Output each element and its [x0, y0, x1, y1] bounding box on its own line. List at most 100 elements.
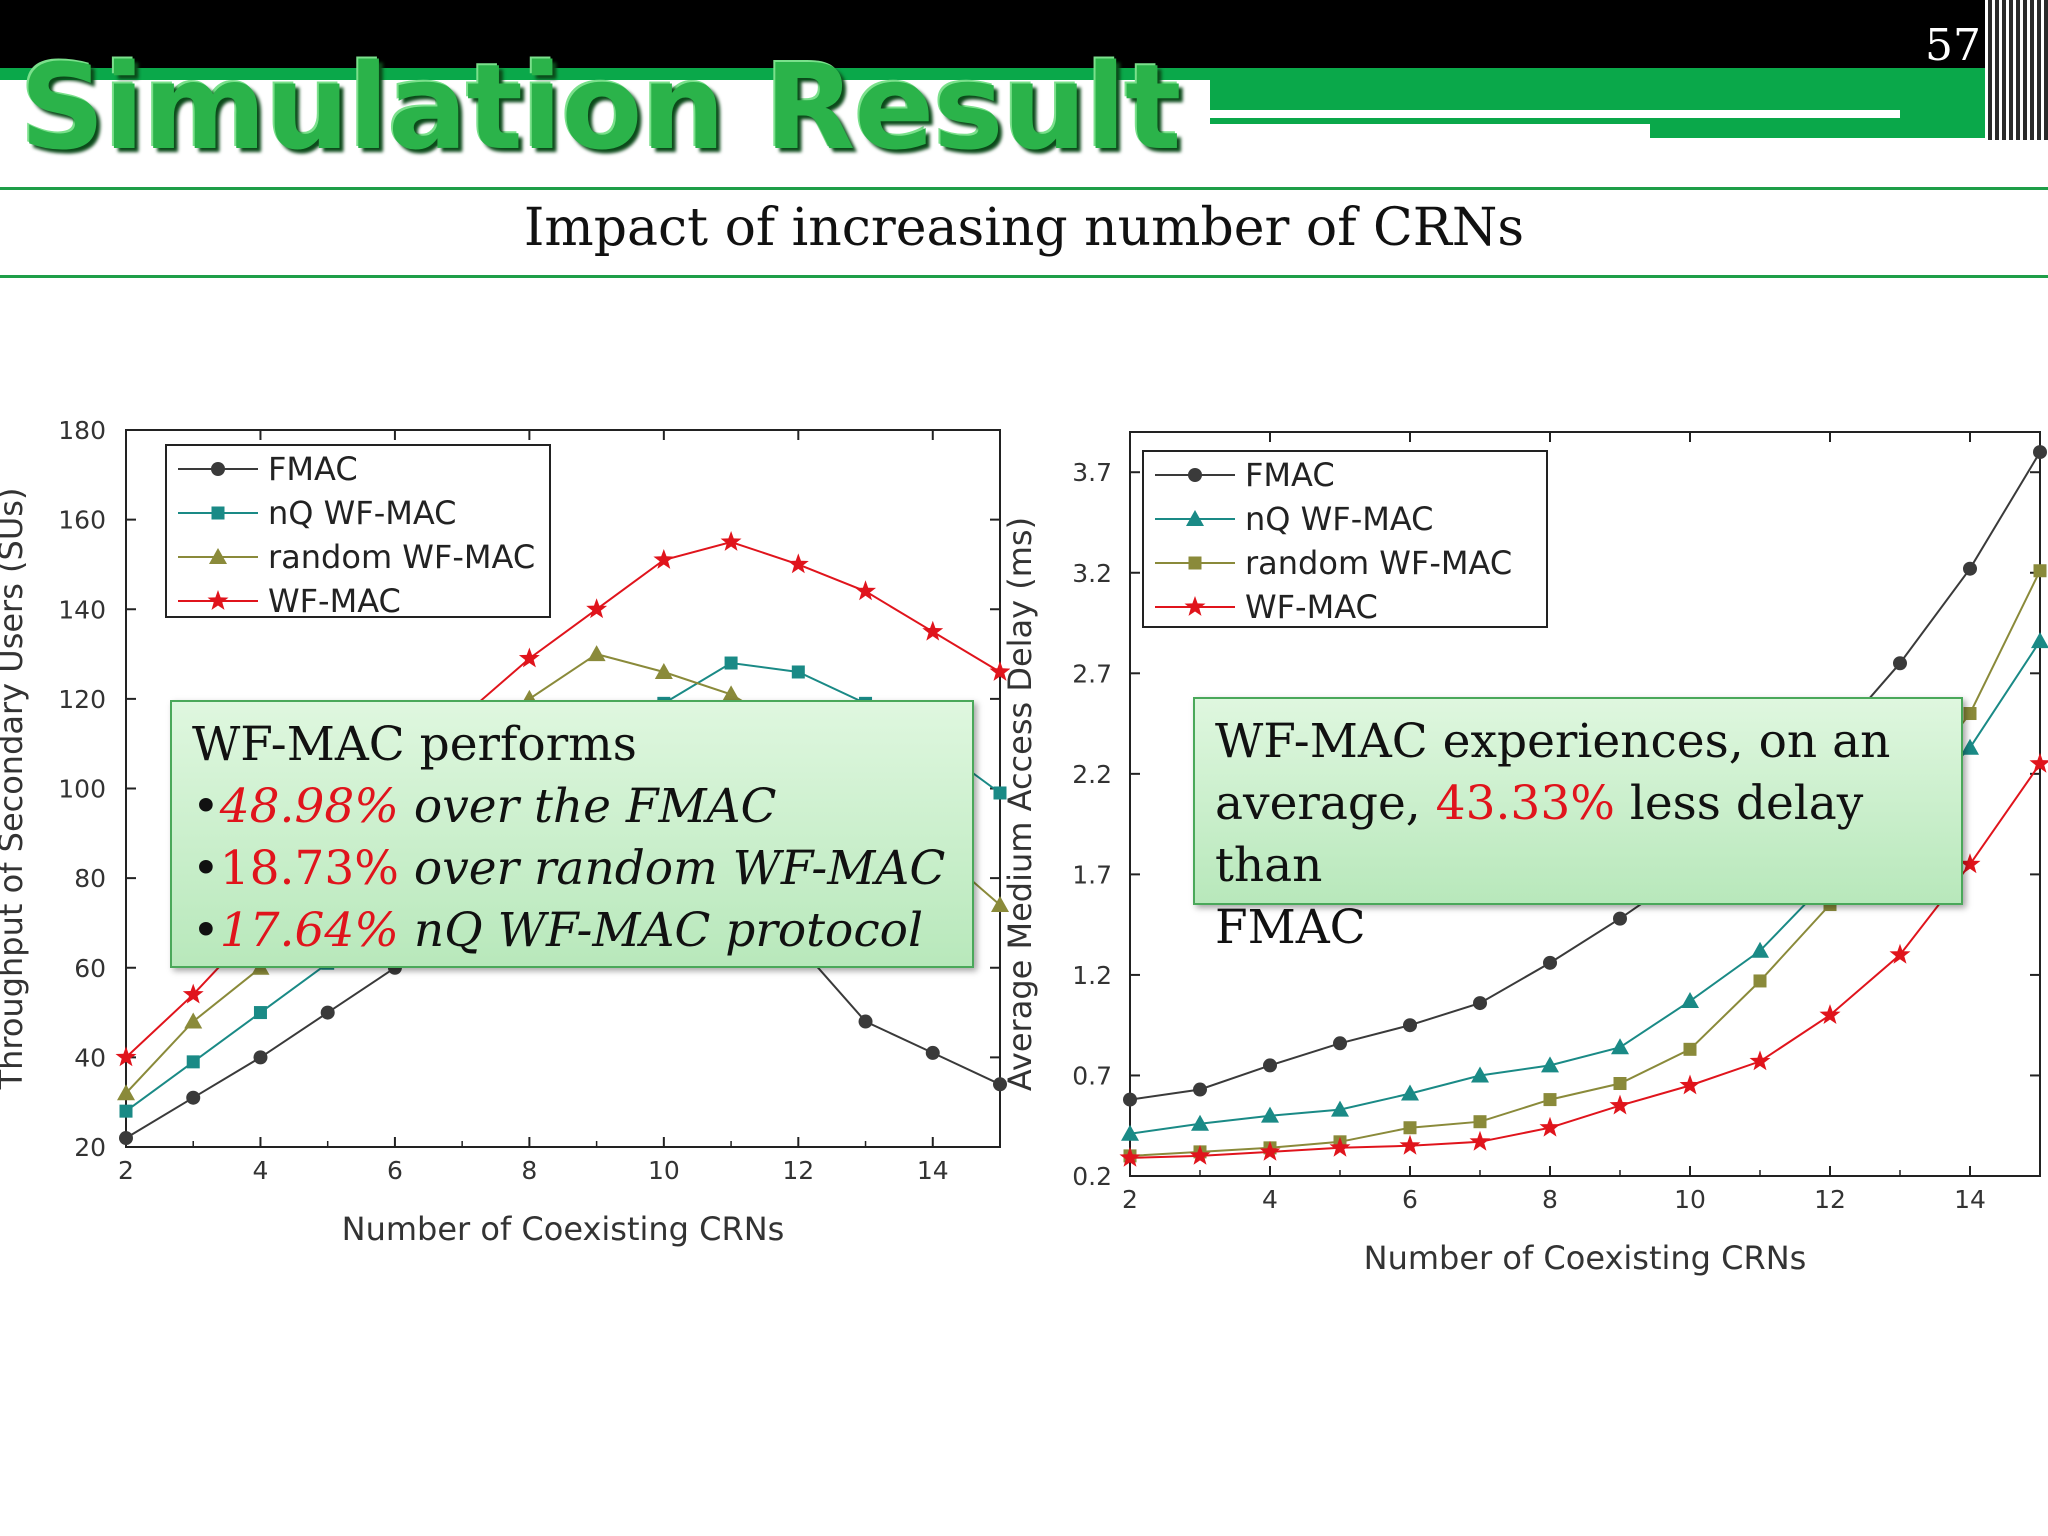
legend-marker [1184, 596, 1206, 616]
series-line [1129, 451, 2041, 1101]
data-point [1123, 1092, 1137, 1107]
callout-text: less delay than [1215, 776, 1864, 893]
data-point [1613, 1077, 1627, 1091]
data-point [186, 1055, 200, 1069]
data-point [653, 549, 675, 569]
data-point [1333, 1036, 1347, 1051]
data-point [1543, 1093, 1557, 1107]
y-tick-label: 60 [74, 954, 106, 983]
legend-label: FMAC [268, 450, 358, 488]
data-point [587, 645, 606, 662]
x-tick-label: 8 [1542, 1185, 1558, 1214]
callout-value: 48.98% [219, 779, 399, 834]
data-point [925, 1045, 940, 1060]
data-point [2033, 564, 2047, 578]
data-point [1399, 1134, 1421, 1155]
y-tick-label: 80 [74, 864, 106, 893]
x-tick-label: 10 [1674, 1185, 1706, 1214]
callout-text: nQ WF-MAC protocol [398, 903, 923, 958]
data-point [1119, 1146, 1141, 1167]
subtitle-rule-bottom [0, 275, 2048, 278]
legend-marker [1188, 556, 1202, 570]
header-white-line-short [1210, 124, 1650, 138]
data-point [1749, 1050, 1771, 1071]
throughput-chart: 2 4 6 8 10 12 14 20 40 60 80 100 120 140 160 180 Number … [0, 416, 1010, 1248]
bullet: • [192, 903, 220, 958]
slide-number: 57 [1925, 20, 1981, 71]
data-point [1471, 1066, 1489, 1083]
callout-item: •18.73% over random WF-MAC [192, 838, 952, 900]
data-point [1329, 1136, 1351, 1157]
x-tick-label: 8 [521, 1156, 537, 1185]
data-point [1189, 1144, 1211, 1165]
subtitle-rule-top [0, 187, 2048, 190]
data-point [184, 1012, 203, 1029]
data-point [115, 1046, 137, 1067]
data-point [586, 598, 608, 619]
data-point [1963, 561, 1977, 576]
callout-text: over random WF-MAC [398, 841, 946, 896]
data-point [1753, 974, 1767, 988]
callout-item: •17.64% nQ WF-MAC protocol [192, 900, 952, 962]
data-point [858, 1014, 873, 1029]
plot-frame [1129, 431, 2041, 1177]
x-axis-label: Number of Coexisting CRNs [342, 1210, 785, 1248]
callout-value: 43.33% [1435, 776, 1615, 831]
legend-marker [1188, 468, 1202, 482]
y-tick-label: 20 [74, 1133, 106, 1162]
header-stripes [1985, 0, 2048, 140]
y-axis-label: Average Medium Access Delay (ms) [1005, 517, 1039, 1091]
data-point [1539, 1116, 1561, 1137]
data-point [1609, 1094, 1631, 1115]
data-point [119, 1104, 133, 1118]
y-tick-label: 3.2 [1072, 559, 1112, 588]
x-axis-label: Number of Coexisting CRNs [1364, 1239, 1807, 1277]
data-point [1191, 1114, 1209, 1131]
legend-label: WF-MAC [268, 582, 401, 620]
data-point [182, 983, 204, 1004]
data-point [2033, 445, 2047, 460]
callout-item: •48.98% over the FMAC [192, 776, 952, 838]
legend-label: random WF-MAC [1245, 544, 1512, 582]
data-point [1679, 1074, 1701, 1095]
data-point [1751, 941, 1769, 958]
slide-title: Simulation Result [20, 38, 1181, 176]
x-tick-label: 14 [917, 1156, 949, 1185]
data-point [1541, 1056, 1559, 1073]
x-tick-label: 6 [1402, 1185, 1418, 1214]
y-axis-label: Throughput of Secondary Users (SUs) [0, 488, 30, 1091]
x-tick-label: 4 [253, 1156, 269, 1185]
x-tick-label: 10 [648, 1156, 680, 1185]
y-tick-label: 40 [74, 1043, 106, 1072]
data-point [1681, 992, 1699, 1009]
data-point [720, 531, 742, 551]
y-tick-label: 100 [58, 775, 106, 804]
data-point [724, 656, 738, 670]
callout-text: average, [1215, 776, 1436, 831]
data-point [1259, 1140, 1281, 1161]
y-tick-label: 1.7 [1072, 860, 1112, 889]
callout-text: over the FMAC [398, 779, 777, 834]
data-point [1961, 738, 1979, 755]
y-tick-label: 0.2 [1072, 1162, 1112, 1191]
data-point [654, 662, 673, 679]
data-point [722, 685, 741, 702]
y-tick-label: 3.7 [1072, 458, 1112, 487]
y-tick-label: 120 [58, 685, 106, 714]
data-point [791, 665, 805, 679]
legend-label: random WF-MAC [268, 538, 535, 576]
callout-line: FMAC [1215, 900, 1366, 955]
data-point [186, 1090, 201, 1105]
callout-value: 17.64% [219, 903, 399, 958]
callout-value: 18.73% [219, 841, 399, 896]
data-point [253, 1006, 267, 1020]
legend-box [165, 444, 551, 618]
data-point [1403, 1121, 1417, 1135]
data-point [991, 896, 1009, 913]
callout-line: average, 43.33% less delay than [1215, 773, 1941, 897]
throughput-callout: WF-MAC performs •48.98% over the FMAC •1… [170, 700, 974, 968]
y-tick-label: 2.7 [1072, 659, 1112, 688]
series-line [1129, 763, 2041, 1159]
x-tick-label: 12 [782, 1156, 814, 1185]
header-bar [0, 0, 2048, 68]
